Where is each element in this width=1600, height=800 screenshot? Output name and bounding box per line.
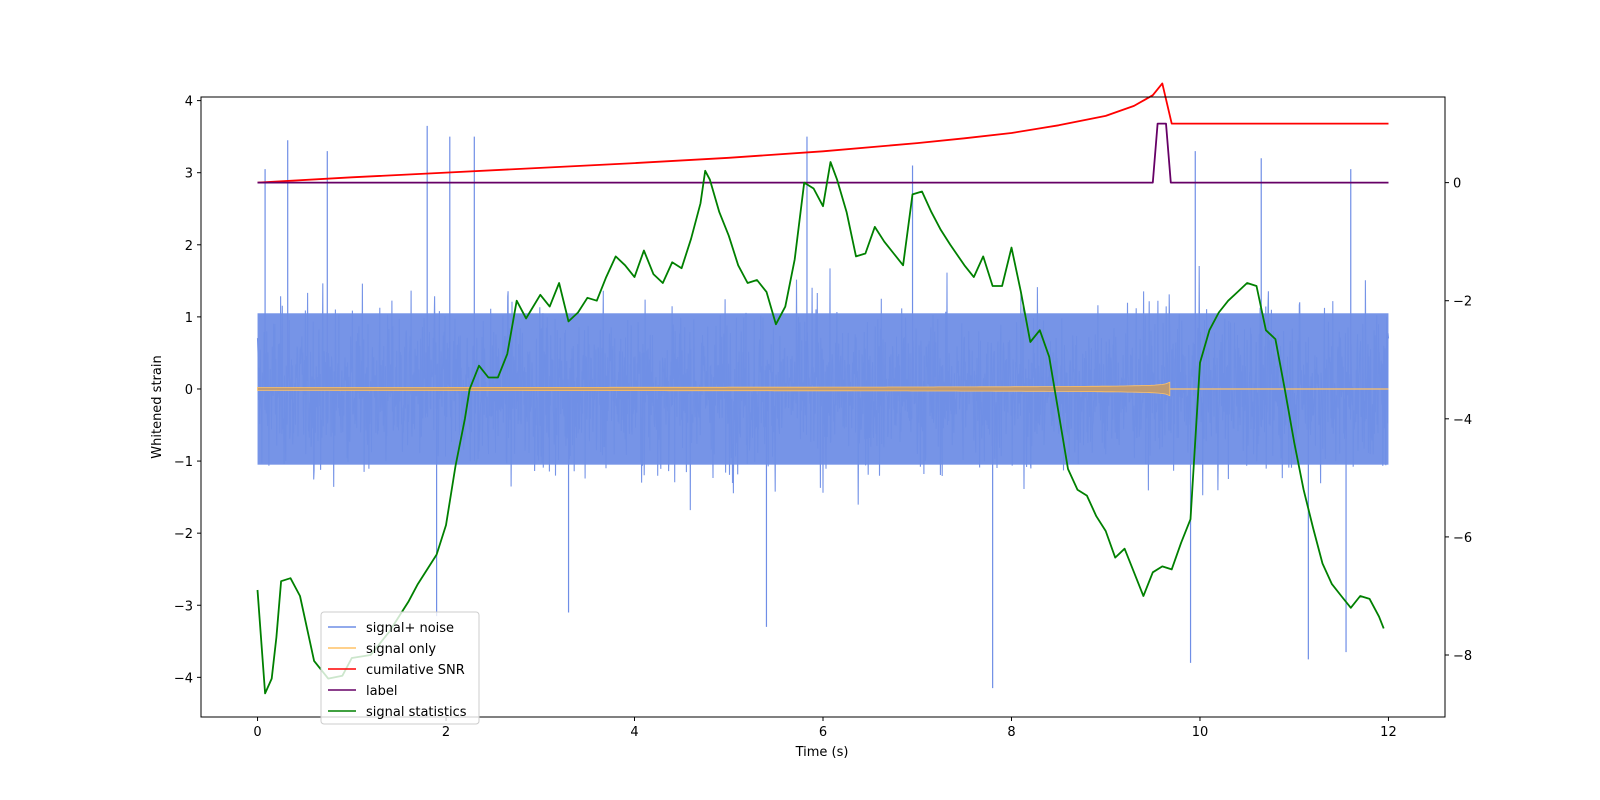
cumulative-snr-series	[257, 82, 1389, 184]
legend-label-signal-noise: signal+ noise	[366, 621, 454, 636]
legend-label-signal-statistics: signal statistics	[366, 705, 467, 720]
legend-label-signal-only: signal only	[366, 642, 436, 657]
y-tick-label: 4	[185, 95, 193, 110]
y-tick-label: −3	[174, 599, 193, 614]
signal-only-series	[257, 381, 1389, 397]
label-series	[257, 122, 1389, 184]
x-axis-label: Time (s)	[795, 745, 849, 760]
y-tick-label: 3	[185, 167, 193, 182]
y-tick-label: 2	[185, 239, 193, 254]
signal-statistics-series	[256, 161, 1385, 695]
x-axis: 0 2 4 6 8 10 12	[253, 717, 1397, 740]
y2-tick-label: −6	[1453, 531, 1472, 546]
y2-tick-label: 0	[1453, 177, 1461, 192]
x-tick-label: 10	[1192, 725, 1209, 740]
x-tick-label: 4	[630, 725, 638, 740]
y-tick-label: 0	[185, 383, 193, 398]
legend-box	[320, 611, 480, 725]
cumulative-snr-line	[257, 82, 1389, 184]
x-tick-label: 2	[442, 725, 450, 740]
plot-area	[256, 82, 1390, 695]
y-axis-right: −8 −6 −4 −2 0	[1445, 177, 1472, 664]
y-tick-label: 1	[185, 311, 193, 326]
x-tick-label: 12	[1380, 725, 1397, 740]
y2-tick-label: −2	[1453, 295, 1472, 310]
x-tick-label: 8	[1007, 725, 1015, 740]
y2-tick-label: −8	[1453, 649, 1472, 664]
y-axis-left: −4 −3 −2 −1 0 1 2 3 4	[174, 95, 201, 686]
signal-only-chirp	[257, 381, 1171, 397]
label-line	[257, 122, 1389, 184]
y-axis-label: Whitened strain	[150, 355, 165, 458]
y2-tick-label: −4	[1453, 413, 1472, 428]
y-tick-label: −1	[174, 455, 193, 470]
signal-statistics-line	[256, 161, 1385, 695]
x-tick-label: 0	[253, 725, 261, 740]
y-tick-label: −4	[174, 671, 193, 686]
legend: signal+ noise signal only cumilative SNR…	[320, 611, 480, 725]
x-tick-label: 6	[819, 725, 827, 740]
y-tick-label: −2	[174, 527, 193, 542]
legend-label-cumulative-snr: cumilative SNR	[366, 663, 465, 678]
legend-label-label: label	[366, 684, 397, 699]
